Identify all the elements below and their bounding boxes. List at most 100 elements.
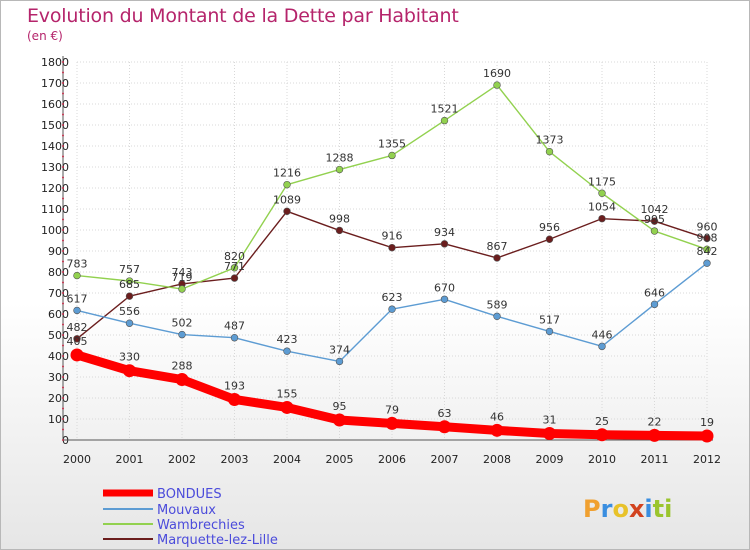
data-label: 956 — [539, 221, 560, 234]
x-tick-label: 2006 — [378, 453, 406, 466]
data-point — [545, 235, 554, 243]
data-label: 916 — [382, 230, 403, 243]
y-axis-minor-tick — [62, 82, 64, 84]
y-axis-minor-tick — [62, 176, 64, 179]
y-axis-minor-tick — [62, 145, 64, 147]
data-point — [335, 226, 344, 235]
data-label: 842 — [697, 245, 718, 258]
y-axis-minor-tick — [62, 71, 64, 74]
y-axis-minor-tick — [62, 271, 64, 273]
legend-label: Mouvaux — [157, 503, 216, 518]
x-tick-label: 2010 — [588, 453, 616, 466]
data-point — [123, 364, 136, 378]
data-label: 46 — [490, 410, 504, 423]
data-label: 1355 — [378, 137, 406, 150]
data-point — [335, 165, 344, 174]
y-axis-minor-tick — [62, 239, 64, 242]
data-label: 79 — [385, 403, 399, 416]
data-label: 556 — [119, 305, 140, 318]
data-point — [388, 305, 396, 313]
y-tick-label: 1000 — [41, 224, 69, 237]
data-label: 908 — [697, 231, 718, 244]
data-point — [283, 180, 291, 189]
data-label: 1288 — [326, 152, 354, 165]
y-tick-label: 800 — [48, 266, 69, 279]
data-point — [230, 334, 239, 342]
data-label: 757 — [119, 263, 140, 276]
data-point — [700, 429, 714, 443]
y-axis-minor-tick — [62, 376, 64, 378]
y-axis-minor-tick — [62, 397, 64, 399]
legend-label: BONDUES — [157, 487, 222, 502]
y-axis-minor-tick — [62, 386, 64, 389]
data-point — [125, 319, 134, 327]
data-label: 670 — [434, 281, 455, 294]
data-point — [650, 227, 659, 235]
data-label: 1690 — [483, 67, 511, 80]
data-label: 405 — [67, 335, 88, 348]
data-label: 998 — [329, 212, 350, 225]
data-label: 330 — [119, 351, 140, 364]
data-label: 646 — [644, 286, 665, 299]
y-tick-label: 1800 — [41, 56, 69, 69]
data-label: 1175 — [588, 175, 616, 188]
x-tick-label: 2011 — [641, 453, 669, 466]
data-point — [598, 189, 606, 197]
y-axis-minor-tick — [62, 313, 64, 315]
data-point — [545, 327, 554, 336]
data-point — [228, 392, 241, 406]
y-axis-minor-tick — [62, 418, 64, 420]
data-label: 22 — [648, 415, 662, 428]
data-label: 934 — [434, 226, 455, 239]
data-point — [650, 217, 659, 225]
y-axis-minor-tick — [62, 439, 64, 441]
data-point — [440, 116, 449, 125]
data-point — [73, 271, 81, 280]
data-point — [545, 147, 554, 156]
data-point — [125, 292, 134, 300]
y-axis-minor-tick — [62, 323, 64, 326]
data-label: 1054 — [588, 201, 616, 214]
y-tick-label: 400 — [48, 350, 69, 363]
data-point — [73, 306, 81, 315]
data-label: 423 — [277, 333, 298, 346]
x-tick-label: 2002 — [168, 453, 196, 466]
data-point — [490, 423, 504, 437]
x-tick-label: 2008 — [483, 453, 511, 466]
y-tick-label: 1600 — [41, 98, 69, 111]
y-tick-label: 900 — [48, 245, 69, 258]
data-point — [438, 420, 451, 434]
data-point — [388, 243, 396, 252]
y-axis-minor-tick — [62, 208, 64, 210]
data-label: 63 — [438, 407, 452, 420]
y-axis-minor-tick — [62, 197, 64, 200]
y-tick-label: 100 — [48, 413, 69, 426]
data-label: 1521 — [431, 103, 459, 116]
data-point — [703, 234, 711, 243]
y-axis-minor-tick — [62, 355, 64, 357]
legend-label: Wambrechies — [157, 518, 245, 533]
y-axis-minor-tick — [62, 155, 64, 158]
y-axis-minor-tick — [62, 281, 64, 284]
data-point — [333, 413, 346, 427]
y-tick-label: 1500 — [41, 119, 69, 132]
data-point — [493, 312, 501, 321]
data-label: 820 — [224, 250, 245, 263]
data-point — [493, 254, 501, 262]
x-tick-label: 2001 — [116, 453, 144, 466]
y-axis-minor-tick — [62, 166, 64, 168]
y-axis-minor-tick — [62, 428, 64, 431]
y-axis-minor-tick — [62, 61, 64, 63]
y-axis-minor-tick — [62, 344, 64, 347]
data-point — [280, 400, 294, 414]
y-tick-label: 600 — [48, 308, 69, 321]
data-label: 1089 — [273, 193, 301, 206]
data-point — [650, 300, 659, 309]
data-point — [283, 347, 291, 355]
data-label: 623 — [382, 291, 403, 304]
y-axis-minor-tick — [62, 250, 64, 252]
data-point — [283, 207, 291, 216]
data-label: 487 — [224, 320, 245, 333]
